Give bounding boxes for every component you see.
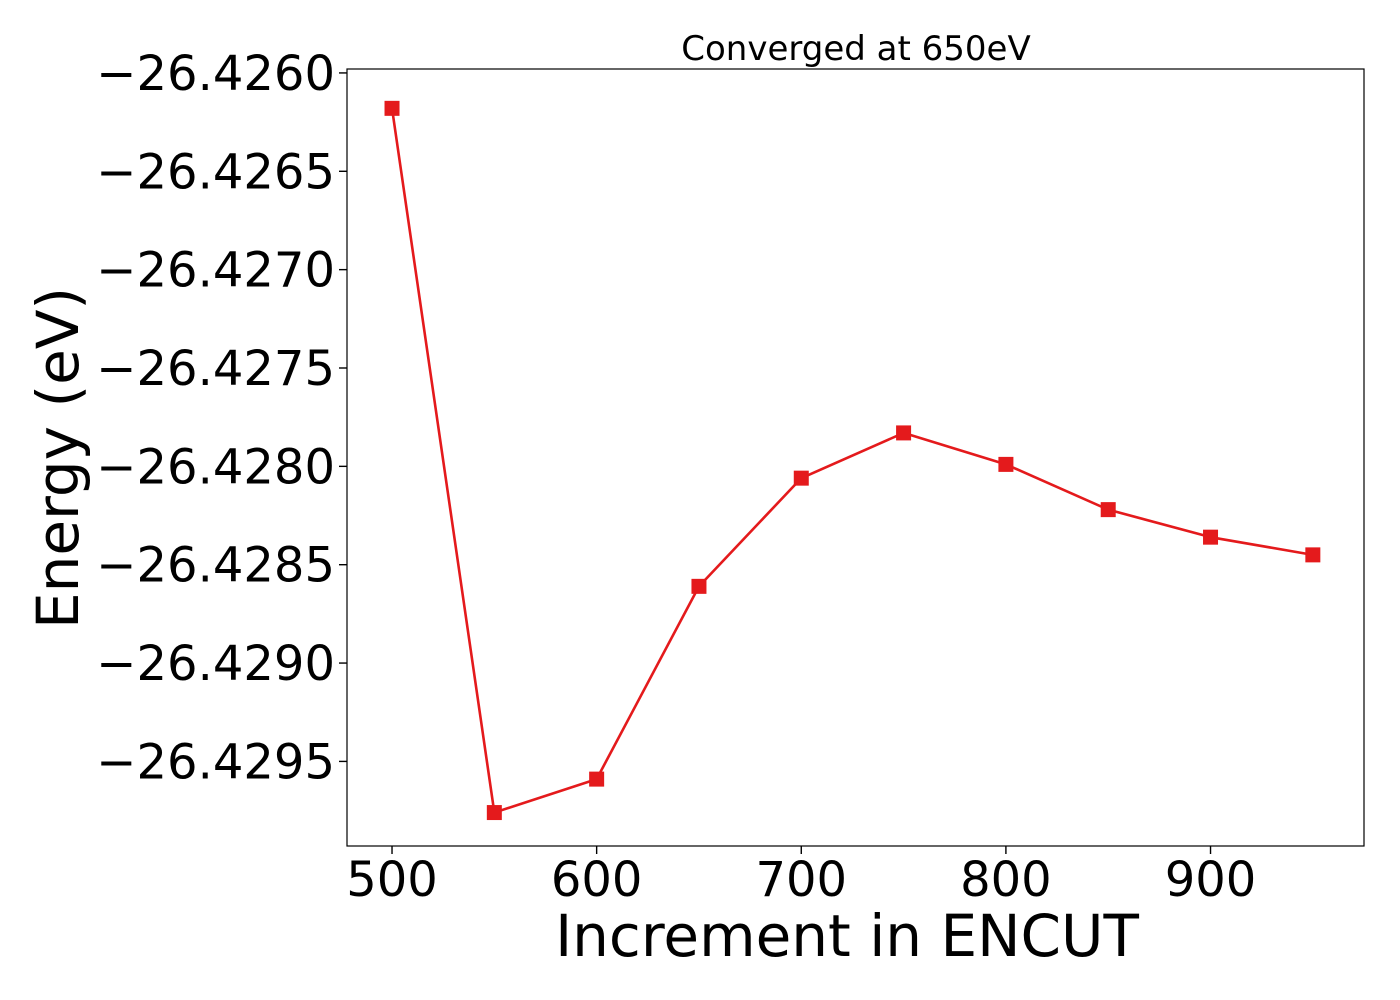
y-axis: −26.4260 −26.4265 −26.4270 −26.4275 −26.4280… xyxy=(96,46,347,790)
data-point-marker xyxy=(486,805,502,821)
chart-title: Converged at 650eV xyxy=(681,29,1030,69)
x-tick-label: 700 xyxy=(755,852,847,908)
y-tick-label: −26.4265 xyxy=(96,144,335,200)
y-tick-label: −26.4295 xyxy=(96,734,335,790)
y-axis-title: Energy (eV) xyxy=(24,287,92,629)
y-tick-label: −26.4285 xyxy=(96,538,335,594)
y-tick-label: −26.4290 xyxy=(96,636,335,692)
data-point-marker xyxy=(589,771,605,787)
series-layer xyxy=(384,100,1321,821)
y-tick-label: −26.4270 xyxy=(96,243,335,299)
x-tick-label: 500 xyxy=(346,852,438,908)
series-line xyxy=(390,108,1314,814)
x-tick-label: 600 xyxy=(551,852,643,908)
plot-frame xyxy=(346,68,1365,847)
x-axis: 500 600 700 800 900 xyxy=(346,846,1256,908)
x-axis-title: Increment in ENCUT xyxy=(555,902,1139,970)
y-tick-label: −26.4260 xyxy=(96,46,335,102)
data-point-marker xyxy=(1203,529,1219,545)
y-tick-label: −26.4280 xyxy=(96,439,335,495)
data-point-marker xyxy=(1100,502,1116,518)
data-point-marker xyxy=(1305,547,1321,563)
x-tick-label: 900 xyxy=(1165,852,1257,908)
data-point-marker xyxy=(691,578,707,594)
data-point-marker xyxy=(384,100,400,116)
y-tick-label: −26.4275 xyxy=(96,341,335,397)
x-tick-label: 800 xyxy=(960,852,1052,908)
data-point-marker xyxy=(793,470,809,486)
data-point-marker xyxy=(896,425,912,441)
data-point-marker xyxy=(998,456,1014,472)
